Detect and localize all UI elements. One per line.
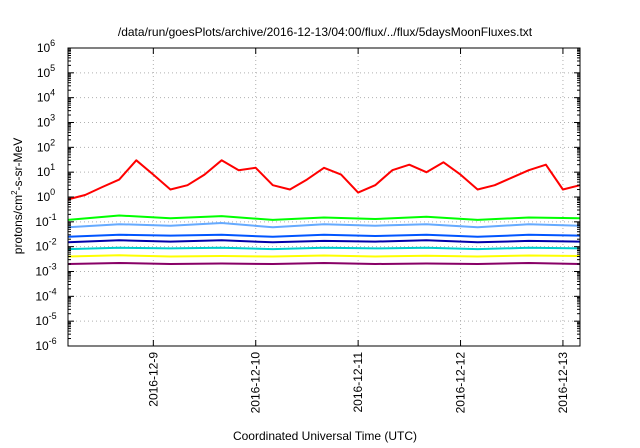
- y-tick-label-exp: -4: [49, 286, 57, 296]
- y-tick-label: 100: [37, 187, 55, 204]
- y-tick-label-exp: 4: [50, 88, 55, 98]
- y-tick-label-exp: 0: [50, 187, 55, 197]
- x-tick-label: 2016-12-13: [556, 352, 570, 414]
- y-tick-label-exp: -6: [49, 336, 57, 346]
- y-axis-label-suffix: -s-sr-MeV: [11, 138, 25, 191]
- x-tick-label: 2016-12-9: [146, 352, 160, 407]
- y-tick-label-base: 10: [37, 190, 51, 204]
- y-tick-label-exp: -3: [49, 262, 57, 272]
- x-axis-label: Coordinated Universal Time (UTC): [233, 429, 417, 443]
- y-tick-label-base: 10: [37, 66, 51, 80]
- y-tick-label: 10-2: [35, 237, 56, 254]
- y-tick-label-base: 10: [35, 215, 49, 229]
- y-tick-label: 102: [37, 137, 55, 154]
- y-tick-label-exp: -1: [49, 212, 57, 222]
- y-tick-label-exp: 3: [50, 113, 55, 123]
- data-series: [67, 159, 581, 265]
- y-tick-label-exp: 6: [50, 38, 55, 48]
- y-tick-label-base: 10: [35, 240, 49, 254]
- series-line-2: [67, 222, 581, 229]
- x-tick-label: 2016-12-10: [249, 352, 263, 414]
- y-axis-label-prefix: protons/cm: [11, 195, 25, 254]
- y-tick-label-exp: -2: [49, 237, 57, 247]
- y-tick-label-exp: 2: [50, 137, 55, 147]
- y-axis: 10-610-510-410-310-210-11001011021031041…: [35, 38, 580, 353]
- y-tick-label-base: 10: [35, 314, 49, 328]
- y-tick-label-exp: 1: [50, 162, 55, 172]
- chart-title: /data/run/goesPlots/archive/2016-12-13/0…: [118, 25, 533, 39]
- series-line-0: [67, 159, 581, 201]
- series-line-6: [67, 254, 581, 258]
- x-axis: 2016-12-9 2016-12-10 2016-12-11 2016-12-12 2…: [146, 48, 570, 413]
- x-tick-label: 2016-12-12: [454, 352, 468, 414]
- y-tick-label-base: 10: [37, 41, 51, 55]
- y-tick-label: 106: [37, 38, 55, 55]
- y-tick-label: 10-4: [35, 286, 56, 303]
- y-tick-label: 103: [37, 113, 55, 130]
- y-tick-label-base: 10: [37, 140, 51, 154]
- series-line-1: [67, 214, 581, 221]
- y-tick-label: 10-1: [35, 212, 56, 229]
- y-tick-label: 10-6: [35, 336, 56, 353]
- y-axis-label: protons/cm2-s-sr-MeV: [10, 138, 25, 254]
- x-tick-label: 2016-12-11: [351, 352, 365, 413]
- y-axis-label-sup: 2: [10, 190, 19, 195]
- series-line-3: [67, 233, 581, 238]
- y-tick-label-base: 10: [37, 165, 51, 179]
- series-line-7: [67, 262, 581, 265]
- y-tick-label: 101: [37, 162, 55, 179]
- y-tick-label-base: 10: [35, 339, 49, 353]
- y-tick-label: 104: [37, 88, 55, 105]
- y-tick-label-base: 10: [37, 91, 51, 105]
- y-tick-label-exp: 5: [50, 63, 55, 73]
- y-tick-label: 10-3: [35, 262, 56, 279]
- y-tick-label-base: 10: [35, 265, 49, 279]
- y-tick-label-base: 10: [37, 116, 51, 130]
- y-tick-label-exp: -5: [49, 311, 57, 321]
- series-line-5: [67, 246, 581, 251]
- y-tick-label: 10-5: [35, 311, 56, 328]
- series-line-4: [67, 239, 581, 244]
- y-tick-label-base: 10: [35, 289, 49, 303]
- y-tick-label: 105: [37, 63, 55, 80]
